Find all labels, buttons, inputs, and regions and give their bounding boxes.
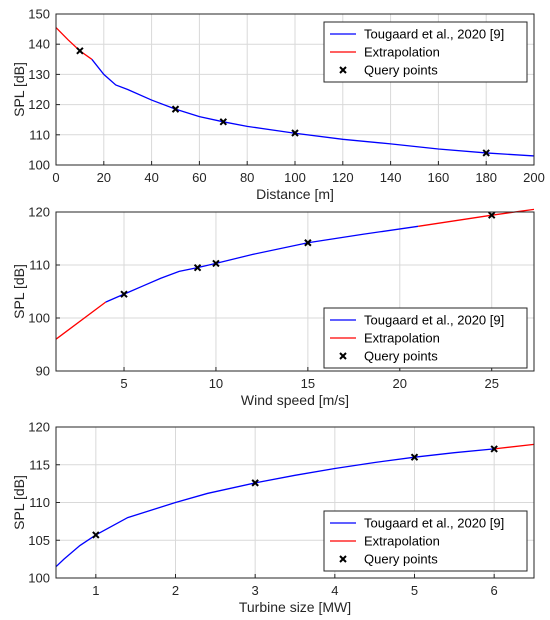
distance-x-tick-label: 80	[240, 170, 254, 185]
distance-x-tick-label: 200	[523, 170, 545, 185]
turbine-size-x-tick-label: 6	[491, 583, 498, 598]
distance-x-tick-label: 100	[284, 170, 306, 185]
wind-speed-legend-query-label: Query points	[364, 349, 438, 364]
distance-legend-extrapolation-label: Extrapolation	[364, 45, 440, 60]
distance-legend-query-swatch	[339, 66, 347, 74]
distance-legend-query-label: Query points	[364, 63, 438, 78]
wind-speed-y-tick-label: 120	[28, 205, 50, 220]
distance-query-point	[482, 149, 490, 157]
distance-y-tick-label: 140	[28, 37, 50, 52]
turbine-size-query-point	[410, 453, 419, 461]
wind-speed-x-tick-label: 10	[209, 376, 223, 391]
turbine-size-x-tick-label: 1	[92, 583, 99, 598]
turbine-size-legend-extrapolation-label: Extrapolation	[364, 534, 440, 549]
turbine-size-y-tick-label: 110	[29, 495, 50, 510]
wind-speed-query-point	[304, 239, 312, 247]
wind-speed-tick-labels: 5 10 15 20 25 90 100 110 120	[28, 205, 499, 392]
turbine-size-y-tick-label: 105	[28, 533, 50, 548]
wind-speed-chart-panel: 5 10 15 20 25 90 100 110 120 Wind speed [m/s] SP…	[11, 205, 535, 408]
turbine-size-query-point	[92, 531, 100, 539]
wind-speed-model-line	[105, 225, 419, 303]
distance-x-tick-label: 60	[192, 170, 206, 185]
turbine-size-model-line	[55, 448, 495, 568]
distance-x-tick-label: 140	[380, 170, 402, 185]
wind-speed-query-point	[120, 290, 128, 298]
wind-speed-legend-box	[323, 307, 528, 369]
turbine-size-x-tick-label: 3	[252, 583, 259, 598]
turbine-size-x-tick-label: 2	[172, 583, 179, 598]
distance-extrapolation-line	[55, 27, 93, 60]
turbine-size-legend-query-label: Query points	[364, 552, 438, 567]
turbine-size-y-tick-label: 100	[28, 571, 50, 586]
turbine-size-extrapolation-line	[494, 443, 535, 450]
distance-y-tick-label: 150	[28, 7, 50, 22]
distance-x-tick-label: 0	[52, 170, 59, 185]
distance-x-tick-label: 40	[144, 170, 158, 185]
wind-speed-y-tick-label: 110	[29, 258, 50, 273]
distance-legend: Tougaard et al., 2020 [9] Extrapolation Qu…	[323, 21, 528, 83]
distance-x-tick-label: 20	[97, 170, 111, 185]
wind-speed-x-tick-label: 15	[301, 376, 315, 391]
wind-speed-y-tick-label: 100	[28, 311, 50, 326]
distance-query-point	[219, 118, 228, 126]
distance-series	[55, 27, 535, 157]
wind-speed-legend: Tougaard et al., 2020 [9] Extrapolation Qu…	[323, 307, 528, 369]
turbine-size-legend: Tougaard et al., 2020 [9] Extrapolation Qu…	[323, 510, 528, 572]
turbine-size-legend-box	[323, 510, 528, 572]
distance-legend-model-label: Tougaard et al., 2020 [9]	[364, 27, 504, 42]
turbine-size-series	[55, 443, 535, 568]
wind-speed-extrapolation-line	[55, 301, 107, 340]
turbine-size-x-tick-label: 4	[331, 583, 338, 598]
turbine-size-y-axis-label: SPL [dB]	[11, 475, 27, 530]
wind-speed-x-axis-label: Wind speed [m/s]	[241, 392, 349, 408]
distance-query-point	[291, 129, 299, 137]
distance-y-tick-label: 120	[28, 97, 50, 112]
wind-speed-x-tick-label: 25	[484, 376, 498, 391]
distance-x-tick-label: 120	[332, 170, 354, 185]
turbine-size-query-point	[251, 479, 259, 487]
wind-speed-y-tick-label: 90	[36, 364, 50, 379]
distance-query-point	[76, 47, 84, 55]
distance-y-tick-label: 130	[28, 67, 50, 82]
turbine-size-y-tick-label: 120	[28, 420, 50, 435]
wind-speed-series	[55, 208, 535, 340]
wind-speed-legend-query-swatch	[339, 352, 347, 360]
distance-x-tick-label: 160	[428, 170, 450, 185]
turbine-size-y-tick-label: 115	[29, 457, 50, 472]
distance-x-axis-label: Distance [m]	[256, 186, 334, 202]
distance-y-axis-label: SPL [dB]	[11, 62, 27, 117]
wind-speed-query-point	[488, 211, 496, 219]
turbine-size-legend-query-swatch	[339, 555, 347, 563]
wind-speed-x-tick-label: 20	[393, 376, 407, 391]
wind-speed-legend-extrapolation-label: Extrapolation	[364, 331, 440, 346]
wind-speed-y-axis-label: SPL [dB]	[11, 264, 27, 319]
wind-speed-query-point	[193, 263, 202, 272]
distance-chart-panel: 0 20 40 60 80 100 120 140 160 180 200 100 110 120 130 1…	[11, 7, 545, 203]
distance-y-tick-label: 100	[28, 158, 50, 173]
wind-speed-plot-frame	[55, 211, 535, 372]
distance-x-tick-label: 180	[475, 170, 497, 185]
distance-tick-labels: 0 20 40 60 80 100 120 140 160 180 200 100 110 120 130 1…	[28, 7, 545, 186]
turbine-size-legend-model-label: Tougaard et al., 2020 [9]	[364, 516, 504, 531]
wind-speed-query-point	[212, 259, 220, 268]
turbine-size-x-tick-label: 5	[411, 583, 418, 598]
distance-query-point	[171, 105, 180, 113]
wind-speed-legend-model-label: Tougaard et al., 2020 [9]	[364, 313, 504, 328]
distance-legend-box	[323, 21, 528, 83]
turbine-size-query-point	[490, 445, 498, 453]
wind-speed-x-tick-label: 5	[120, 376, 127, 391]
distance-y-tick-label: 110	[29, 127, 50, 142]
turbine-size-x-axis-label: Turbine size [MW]	[239, 599, 351, 615]
turbine-size-tick-labels: 1 2 3 4 5 6 100 105 110 115 120	[28, 420, 497, 599]
